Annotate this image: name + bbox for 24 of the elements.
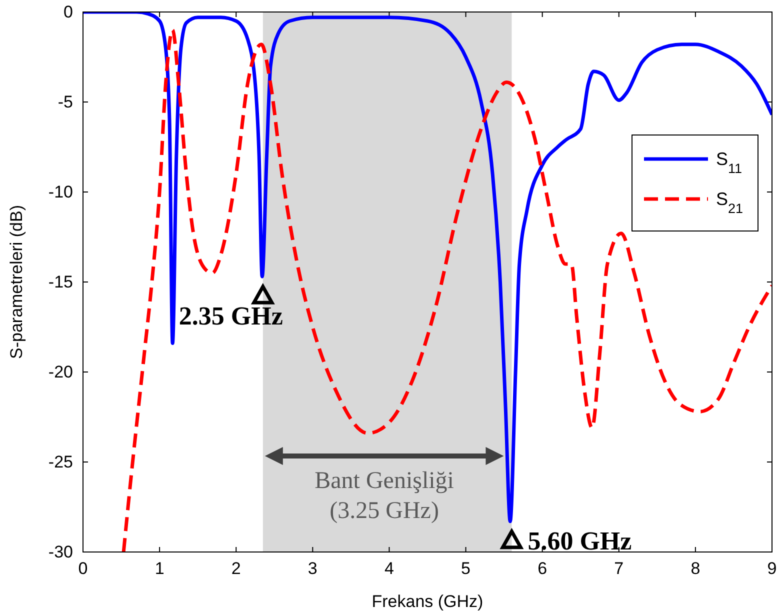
x-tick-label: 6 xyxy=(538,559,548,578)
x-tick-label: 7 xyxy=(614,559,624,578)
x-tick-label: 2 xyxy=(231,559,241,578)
y-tick-label: -15 xyxy=(48,272,73,292)
x-tick-label: 8 xyxy=(690,559,700,578)
y-tick-label: -30 xyxy=(48,542,73,562)
y-tick-label: -10 xyxy=(48,182,73,202)
legend-label: S$_{11}$ xyxy=(716,149,742,176)
y-tick-label: -25 xyxy=(48,452,73,472)
y-axis-title: S-parametreleri (dB) xyxy=(7,205,26,359)
band-label: Bant Genişliği (3.25 GHz) xyxy=(314,468,454,524)
legend-label: S$_{21}$ xyxy=(716,189,744,216)
x-tick-label: 4 xyxy=(384,559,394,578)
x-tick-label: 1 xyxy=(154,559,164,578)
y-tick-label: 0 xyxy=(64,2,73,22)
y-tick-label: -20 xyxy=(48,362,73,382)
y-tick-label: -5 xyxy=(58,92,73,112)
annotation: 2.35 GHz xyxy=(178,302,283,331)
annotation: 5.60 GHz xyxy=(528,526,632,556)
x-tick-label: 0 xyxy=(78,559,88,578)
x-tick-label: 9 xyxy=(767,559,777,578)
x-axis-title: Frekans (GHz) xyxy=(372,592,484,611)
x-tick-label: 5 xyxy=(461,559,471,578)
x-tick-label: 3 xyxy=(308,559,318,578)
